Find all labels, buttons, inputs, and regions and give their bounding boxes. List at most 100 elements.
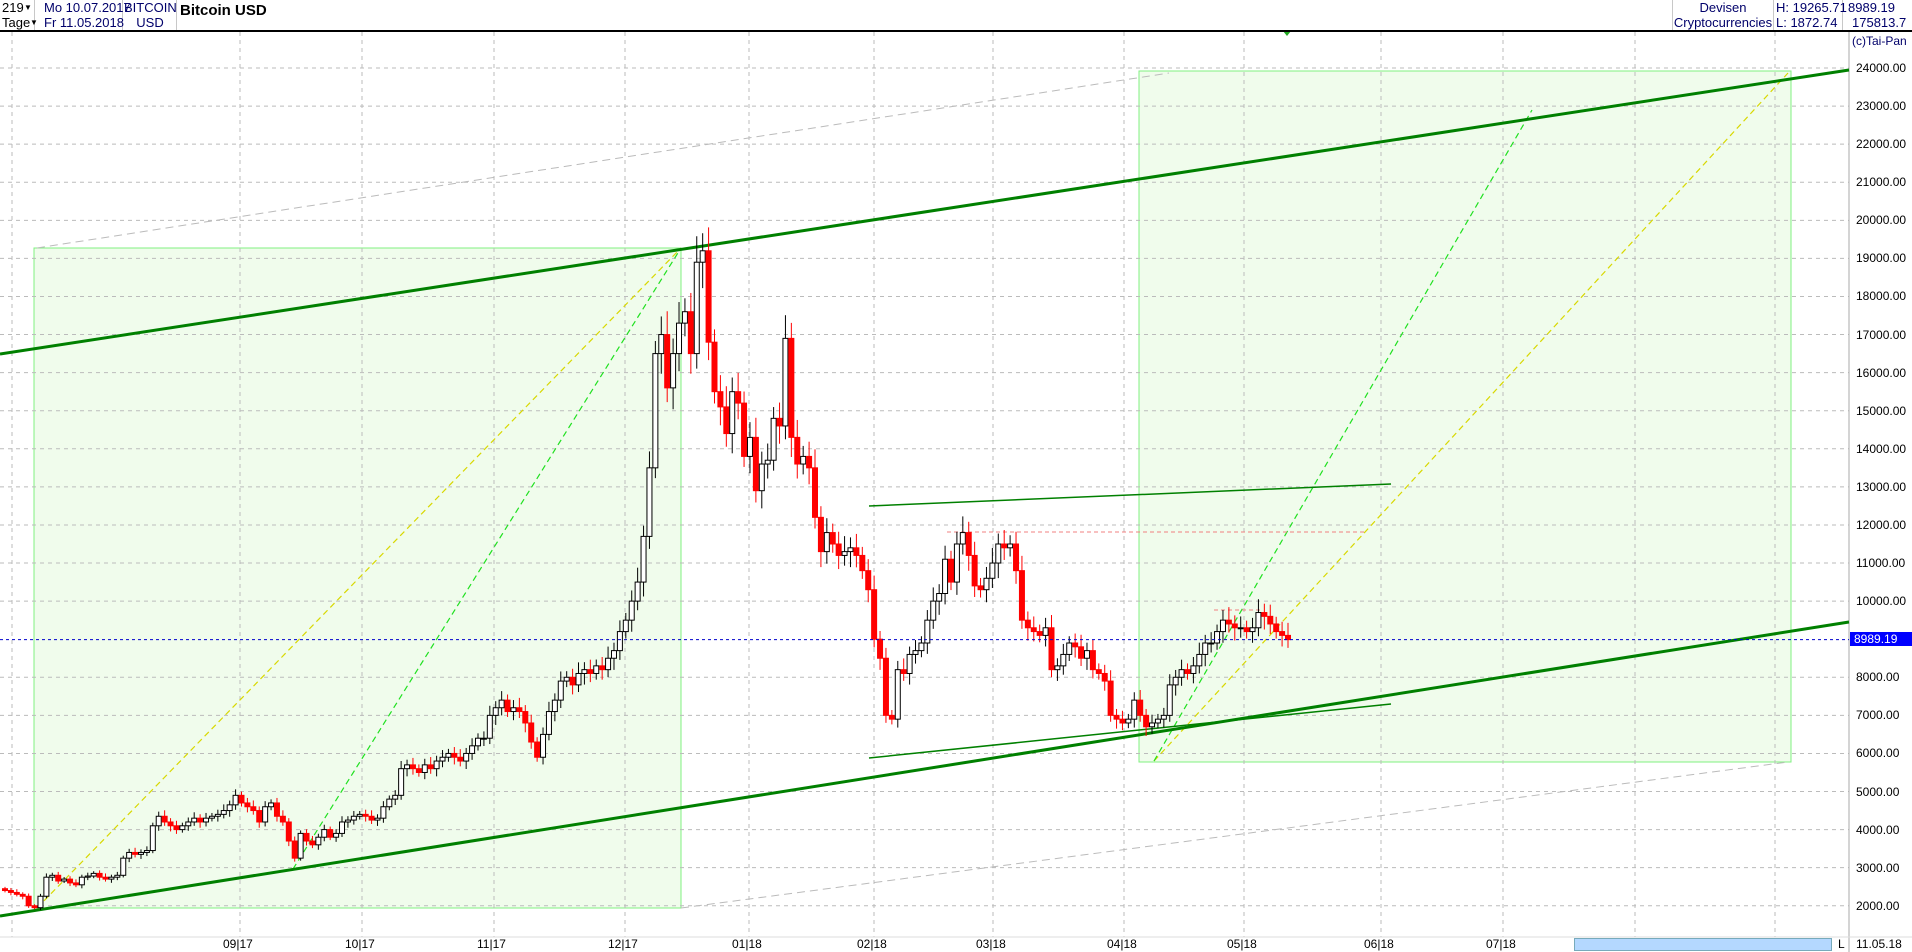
- candle-body: [563, 676, 570, 682]
- volume-value: 175813.7: [1852, 15, 1907, 30]
- candle-body: [137, 851, 144, 855]
- symbol-currency: USD: [136, 15, 164, 30]
- candle-body: [817, 516, 824, 553]
- low-value: L: 1872.74: [1776, 15, 1838, 30]
- candle-body: [37, 895, 44, 909]
- price-tick: 18000.00: [1856, 289, 1907, 304]
- candle-body: [847, 547, 854, 553]
- candle-body: [865, 570, 872, 591]
- candle-body: [1172, 676, 1179, 686]
- chart-header: 219 ▼ Tage ▼ Mo 10.07.2017 Fr 11.05.2018 BIT…: [0, 0, 1912, 32]
- scroll-mode[interactable]: L: [1838, 937, 1845, 951]
- candle-body: [339, 821, 346, 834]
- channel-line: [868, 703, 1392, 759]
- candle-body: [268, 802, 275, 808]
- candle-body: [959, 532, 966, 545]
- candle-body: [871, 589, 878, 640]
- candle-body: [356, 813, 363, 817]
- candlestick-chart[interactable]: [0, 32, 1912, 952]
- price-tick: 12000.00: [1856, 517, 1907, 532]
- candle-body: [681, 311, 688, 324]
- candle-body: [1066, 642, 1073, 655]
- price-tick: 20000.00: [1856, 213, 1907, 228]
- date-to[interactable]: Fr 11.05.2018: [44, 15, 124, 30]
- time-tick: 05|18: [1227, 937, 1257, 951]
- bars-select[interactable]: 219 ▼ Tage ▼: [0, 0, 38, 30]
- candle-body: [989, 562, 996, 579]
- time-tick: 07|18: [1486, 937, 1516, 951]
- trend-dashed: [36, 72, 1170, 249]
- candle-body: [670, 353, 677, 389]
- price-tick: 15000.00: [1856, 403, 1907, 418]
- candle-body: [995, 543, 1002, 564]
- candle-body: [569, 676, 576, 686]
- candle-body: [409, 764, 416, 770]
- time-tick: 09|17: [223, 937, 253, 951]
- date-from[interactable]: Mo 10.07.2017: [44, 0, 131, 15]
- candle-body: [238, 794, 245, 804]
- channel-line: [868, 483, 1392, 507]
- candle-body: [1030, 627, 1037, 633]
- time-tick: 03|18: [976, 937, 1006, 951]
- price-tick: 4000.00: [1856, 822, 1900, 837]
- subcategory: Cryptocurrencies: [1673, 15, 1773, 30]
- candle-body: [1160, 714, 1167, 720]
- candle-body: [930, 600, 937, 621]
- fan-line: [1153, 72, 1789, 762]
- candle-body: [971, 554, 978, 587]
- chevron-down-icon: ▼: [24, 3, 32, 12]
- candle-body: [185, 821, 192, 827]
- candle-body: [232, 794, 239, 806]
- candle-body: [1119, 718, 1126, 724]
- candle-body: [167, 821, 174, 827]
- candle-body: [545, 711, 552, 735]
- last-price-label: 8989.19: [1850, 632, 1912, 646]
- candle-body: [1001, 543, 1008, 549]
- candle-body: [273, 802, 280, 817]
- candle-body: [439, 756, 446, 762]
- candle-body: [977, 585, 984, 591]
- candle-body: [43, 876, 50, 897]
- candle-body: [1107, 680, 1114, 716]
- candle-body: [829, 532, 836, 545]
- price-tick: 3000.00: [1856, 860, 1900, 875]
- high-value: H: 19265.71: [1776, 0, 1847, 15]
- candle-body: [1190, 665, 1197, 674]
- candle-body: [126, 851, 133, 859]
- candle-body: [1184, 669, 1191, 674]
- candle-body: [575, 672, 582, 686]
- candle-body: [1024, 619, 1031, 629]
- candle-body: [1089, 650, 1096, 671]
- candle-body: [835, 543, 842, 556]
- time-tick: 04|18: [1107, 937, 1137, 951]
- price-tick: 7000.00: [1856, 708, 1900, 723]
- price-tick: 8000.00: [1856, 670, 1900, 685]
- candle-body: [758, 463, 765, 492]
- candle-body: [421, 764, 428, 773]
- candle-body: [362, 813, 369, 817]
- price-tick: 16000.00: [1856, 365, 1907, 380]
- candle-body: [812, 467, 819, 518]
- candle-body: [415, 768, 422, 773]
- candle-body: [149, 825, 156, 852]
- candle-body: [297, 832, 304, 859]
- time-tick: 06|18: [1364, 937, 1394, 951]
- candle-body: [451, 752, 458, 758]
- candle-body: [84, 875, 91, 878]
- last-value: 8989.19: [1848, 0, 1895, 15]
- candle-body: [1225, 619, 1232, 625]
- candle-body: [386, 798, 393, 808]
- candle-body: [1249, 627, 1256, 633]
- price-tick: 24000.00: [1856, 61, 1907, 75]
- price-tick: 14000.00: [1856, 441, 1907, 456]
- candle-body: [634, 581, 641, 602]
- candle-body: [953, 543, 960, 583]
- candle-body: [593, 665, 600, 674]
- candle-body: [894, 669, 901, 720]
- price-tick: 23000.00: [1856, 99, 1907, 114]
- candle-body: [540, 733, 547, 758]
- horizontal-scrollbar[interactable]: [1574, 938, 1832, 951]
- candle-body: [510, 707, 517, 713]
- candle-body: [72, 882, 79, 886]
- candle-body: [392, 794, 399, 800]
